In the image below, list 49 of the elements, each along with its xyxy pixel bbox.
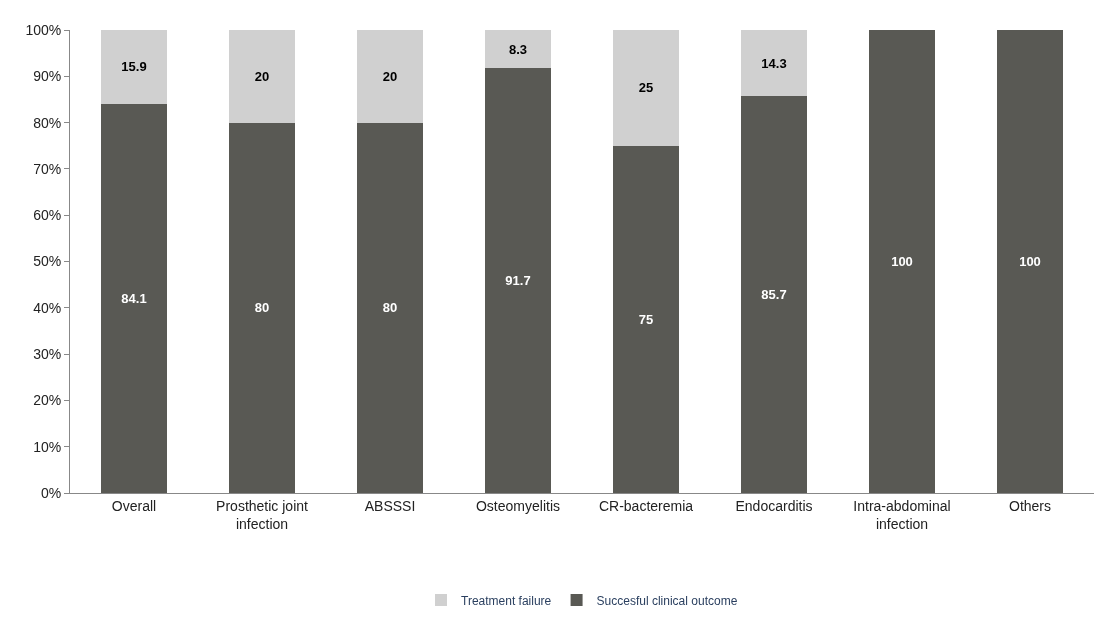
y-tick-label: 30% xyxy=(33,346,62,362)
x-tick-label: Prosthetic joint infection xyxy=(216,497,309,532)
data-label: 14.3 xyxy=(761,55,787,71)
data-label: 91.7 xyxy=(505,273,531,289)
x-tick-label: Overall xyxy=(111,497,157,514)
data-label: 20 xyxy=(254,68,270,84)
y-tick-label: 50% xyxy=(33,253,62,270)
x-tick-label: CR-bacteremia xyxy=(598,497,694,514)
y-tick-label: 60% xyxy=(33,207,62,224)
x-tick-label: Osteomyelitis xyxy=(475,497,561,514)
data-label: 80 xyxy=(254,300,270,316)
bar xyxy=(996,30,1064,493)
data-label: 15.9 xyxy=(121,59,147,75)
x-tick-label: Others xyxy=(1008,497,1052,514)
bar xyxy=(484,30,552,69)
y-tick-label: 90% xyxy=(33,68,62,85)
data-label: 100 xyxy=(891,254,913,269)
bar xyxy=(612,30,680,146)
y-tick-label: 20% xyxy=(33,392,62,409)
bar xyxy=(100,30,168,104)
x-tick-label: ABSSSI xyxy=(364,497,416,514)
data-label: 85.7 xyxy=(761,287,787,303)
data-label: 8.3 xyxy=(508,41,528,57)
y-tick-label: 80% xyxy=(33,114,62,131)
y-tick-label: 100% xyxy=(25,21,62,38)
legend-label: Treatment failure xyxy=(461,593,552,608)
bar xyxy=(612,145,680,493)
y-tick-label: 10% xyxy=(33,438,62,455)
y-tick-label: 70% xyxy=(33,160,62,177)
y-tick-label: 0% xyxy=(40,484,62,501)
bar xyxy=(356,122,424,493)
x-tick-label: Intra-abdominal infection xyxy=(853,497,951,532)
bar xyxy=(356,30,424,123)
bar xyxy=(740,30,808,97)
y-tick-label: 40% xyxy=(33,299,62,316)
data-label: 20 xyxy=(382,68,398,84)
data-label: 25 xyxy=(638,80,654,96)
bar xyxy=(100,103,168,493)
x-tick-label: Endocarditis xyxy=(735,497,813,514)
data-label: 75 xyxy=(638,311,654,327)
bar xyxy=(228,30,296,123)
data-label: 84.1 xyxy=(121,290,147,306)
data-label: 80 xyxy=(382,300,398,316)
bar xyxy=(740,96,808,493)
legend-label: Succesful clinical outcome xyxy=(596,593,738,608)
bar xyxy=(228,122,296,493)
bar xyxy=(484,68,552,493)
bar xyxy=(868,30,936,493)
data-label: 100 xyxy=(1019,254,1041,269)
